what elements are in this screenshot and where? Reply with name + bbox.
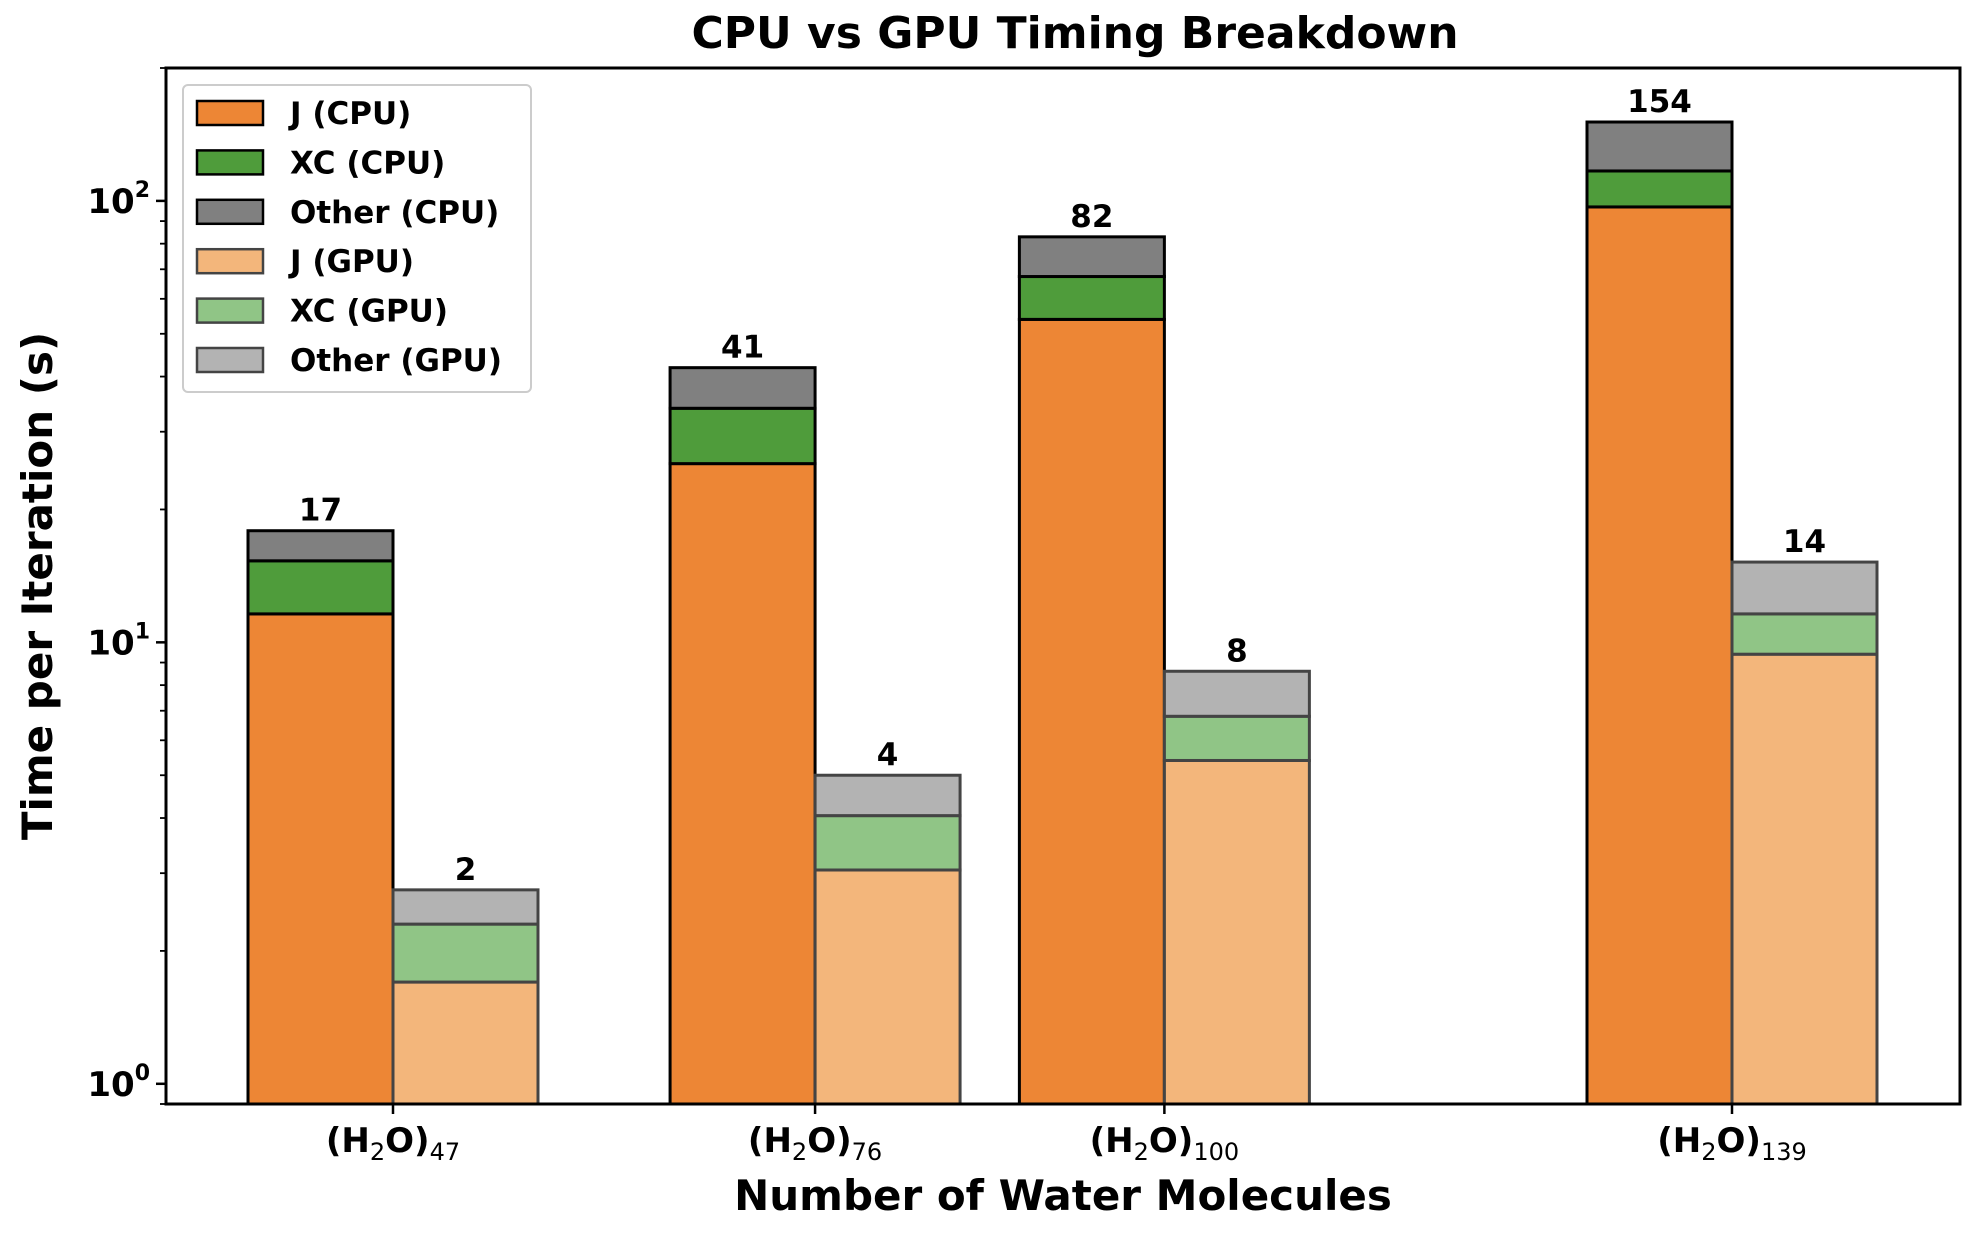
bar-cpu-other-76 <box>668 366 817 410</box>
total-label-gpu-76: 4 <box>877 737 899 773</box>
bar-cpu-xc-47 <box>246 559 395 616</box>
legend-swatch-gpu-j <box>195 247 265 275</box>
x-axis-label: Number of Water Molecules <box>734 1171 1392 1220</box>
total-label-cpu-100: 82 <box>1070 199 1113 235</box>
y-tick-label: 102 <box>87 178 150 222</box>
bar-gpu-xc-100 <box>1162 714 1311 762</box>
y-axis-label: Time per Iteration (s) <box>13 332 62 840</box>
legend-swatch-gpu-other <box>195 346 265 374</box>
bar-gpu-xc-47 <box>391 922 540 984</box>
legend: J (CPU) XC (CPU) Other (CPU) J (GPU) XC (GPU… <box>182 84 532 393</box>
legend-label-cpu-xc: XC (CPU) <box>290 145 445 181</box>
bar-gpu-xc-139 <box>1730 612 1879 656</box>
bar-gpu-j-100 <box>1162 758 1311 1106</box>
legend-swatch-cpu-other <box>195 198 265 226</box>
total-label-gpu-100: 8 <box>1226 633 1248 669</box>
bar-gpu-j-76 <box>813 868 962 1106</box>
x-tick-label-100: (H2O)100 <box>1090 1121 1240 1166</box>
bar-cpu-xc-76 <box>668 406 817 466</box>
bar-cpu-other-139 <box>1585 120 1734 173</box>
plot-frame <box>164 66 1962 1106</box>
legend-label-cpu-j: J (CPU) <box>288 96 411 132</box>
bar-cpu-j-76 <box>668 462 817 1106</box>
bar-cpu-other-47 <box>246 529 395 563</box>
bar-cpu-xc-139 <box>1585 169 1734 209</box>
bar-gpu-other-76 <box>813 773 962 818</box>
chart-title: CPU vs GPU Timing Breakdown <box>691 8 1458 59</box>
total-label-gpu-47: 2 <box>455 852 477 888</box>
legend-label-cpu-other: Other (CPU) <box>290 195 499 231</box>
bar-gpu-other-139 <box>1730 560 1879 616</box>
bar-gpu-other-47 <box>391 888 540 926</box>
y-axis: 100 101 102 <box>87 67 166 1105</box>
bar-gpu-xc-76 <box>813 814 962 872</box>
legend-swatch-cpu-xc <box>195 149 265 176</box>
legend-swatch-gpu-xc <box>195 297 265 324</box>
bar-gpu-j-47 <box>391 980 540 1106</box>
bar-cpu-j-47 <box>246 612 395 1106</box>
plot-area: 17 2 41 4 82 8 154 14 <box>246 84 1879 1106</box>
bar-gpu-other-100 <box>1162 669 1311 718</box>
x-tick-label-76: (H2O)76 <box>748 1121 882 1166</box>
total-label-cpu-139: 154 <box>1627 84 1692 120</box>
bar-cpu-other-100 <box>1017 235 1166 279</box>
total-label-gpu-139: 14 <box>1783 524 1826 560</box>
bar-cpu-xc-100 <box>1017 275 1166 321</box>
y-tick-label: 100 <box>87 1061 150 1105</box>
x-tick-label-47: (H2O)47 <box>326 1121 460 1166</box>
x-axis: (H2O)47 (H2O)76 (H2O)100 (H2O)139 <box>326 1104 1807 1166</box>
legend-label-gpu-j: J (GPU) <box>288 244 414 280</box>
total-label-cpu-76: 41 <box>721 330 764 366</box>
legend-label-gpu-xc: XC (GPU) <box>290 294 448 330</box>
bar-cpu-j-139 <box>1585 205 1734 1106</box>
y-tick-label: 101 <box>87 619 150 663</box>
bar-gpu-j-139 <box>1730 652 1879 1106</box>
legend-label-gpu-other: Other (GPU) <box>290 343 502 379</box>
legend-swatch-cpu-j <box>195 99 265 127</box>
legend-box <box>182 84 532 393</box>
x-tick-label-139: (H2O)139 <box>1657 1121 1807 1166</box>
bar-cpu-j-100 <box>1017 317 1166 1106</box>
total-label-cpu-47: 17 <box>299 493 342 529</box>
